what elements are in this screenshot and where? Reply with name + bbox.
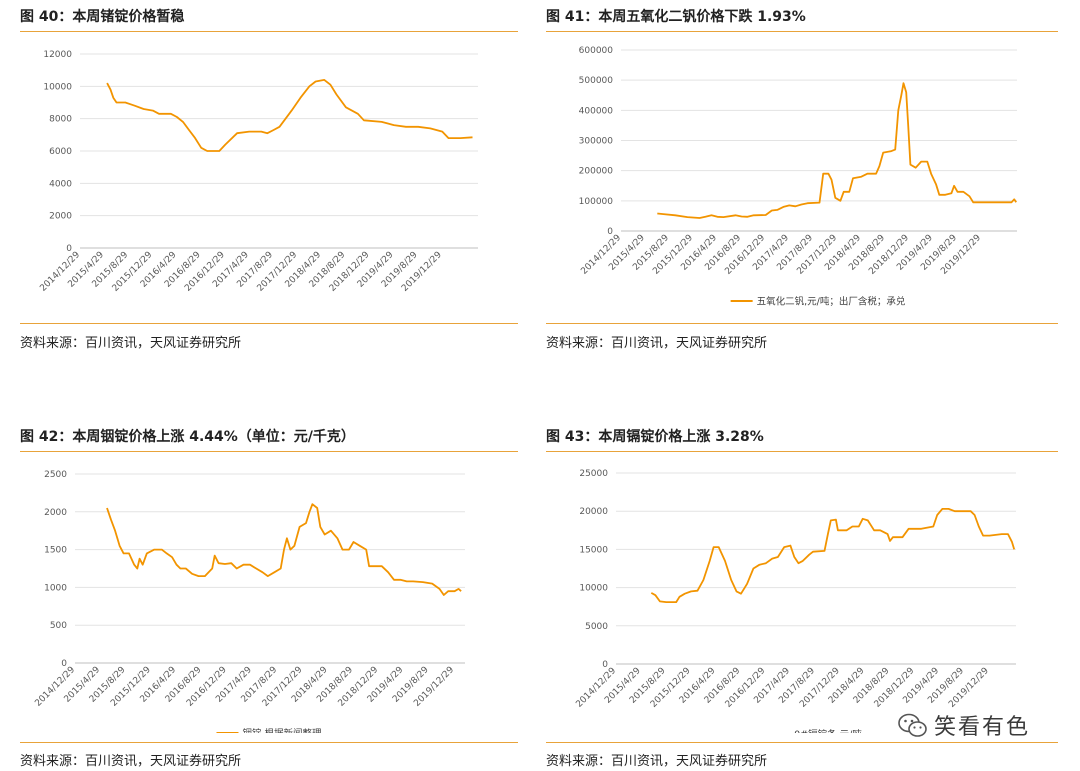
figure-43-panel: 图 43：本周镉锭价格上涨 3.28% 0 5000 10000 15000 20000… (546, 420, 1058, 771)
watermark-text: 笑看有色 (934, 715, 1031, 740)
vanadium-pentoxide-price-chart: 0100000200000300000400000500000600000201… (579, 46, 1017, 307)
figure-title: 图 40：本周锗锭价格暂稳 (20, 9, 185, 25)
y-tick-label: 25000 (579, 469, 608, 479)
source-note: 资料来源：百川资讯，天风证券研究所 (20, 754, 242, 769)
series-line (657, 82, 1017, 219)
legend-label: 五氧化二钒,元/吨；出厂含税；承兑 (757, 296, 906, 307)
y-tick-label: 12000 (43, 50, 72, 60)
y-tick-label: 15000 (579, 545, 608, 555)
title-rule (20, 31, 518, 32)
y-tick-label: 0 (66, 244, 72, 254)
y-tick-label: 2500 (44, 470, 67, 480)
y-tick-label: 20000 (579, 507, 608, 517)
y-tick-label: 6000 (49, 147, 72, 157)
y-tick-label: 200000 (579, 167, 614, 177)
legend-label: 铟锭,根据新闻整理 (242, 728, 322, 734)
figure-title: 图 41：本周五氧化二钒价格下跌 1.93% (546, 9, 806, 25)
source-rule (546, 323, 1058, 324)
figure-41-panel: 图 41：本周五氧化二钒价格下跌 1.93% 0 100000 200000 3000… (546, 0, 1058, 360)
source-rule (546, 742, 1058, 743)
series-line (650, 508, 1016, 604)
y-tick-label: 4000 (49, 179, 72, 189)
y-tick-label: 400000 (579, 106, 614, 116)
y-tick-label: 1000 (44, 583, 67, 593)
y-tick-label: 0 (607, 227, 613, 237)
source-rule (20, 742, 518, 743)
y-tick-label: 8000 (49, 115, 72, 125)
y-tick-label: 500 (50, 621, 67, 631)
y-tick-label: 600000 (579, 46, 614, 56)
y-tick-label: 0 (61, 659, 67, 669)
y-tick-label: 1500 (44, 546, 67, 556)
cadmium-ingot-price-chart: 05000100001500020000250002014/12/292015/… (574, 469, 1016, 734)
source-note: 资料来源：百川资讯，天风证券研究所 (546, 754, 768, 769)
figure-40-panel: 图 40：本周锗锭价格暂稳 0 2000 4000 6000 8000 10000 1200… (20, 0, 520, 360)
y-tick-label: 10000 (43, 82, 72, 92)
title-rule (546, 451, 1058, 452)
figure-title: 图 43：本周镉锭价格上涨 3.28% (546, 429, 764, 445)
source-rule (20, 323, 518, 324)
title-rule (546, 31, 1058, 32)
title-rule (20, 451, 518, 452)
germanium-ingot-price-chart: 0200040006000800010000120002014/12/29201… (38, 50, 478, 294)
series-line (106, 79, 473, 152)
source-note: 资料来源：百川资讯，天风证券研究所 (20, 336, 242, 351)
figure-42-panel: 图 42：本周铟锭价格上涨 4.44%（单位：元/千克） 0 500 1000 150… (20, 420, 520, 771)
wechat-icon (898, 713, 927, 737)
y-tick-label: 2000 (44, 508, 67, 518)
y-tick-label: 10000 (579, 584, 608, 594)
y-tick-label: 100000 (579, 197, 614, 207)
indium-ingot-price-chart: 050010001500200025002014/12/292015/4/292… (33, 470, 465, 734)
y-tick-label: 5000 (585, 622, 608, 632)
y-tick-label: 300000 (579, 137, 614, 147)
y-tick-label: 500000 (579, 76, 614, 86)
figure-title: 图 42：本周铟锭价格上涨 4.44%（单位：元/千克） (20, 429, 355, 445)
y-tick-label: 0 (602, 660, 608, 670)
y-tick-label: 2000 (49, 212, 72, 222)
series-line (106, 503, 462, 596)
legend-label: 0#镉锭条,元/吨 (794, 729, 862, 734)
source-note: 资料来源：百川资讯，天风证券研究所 (546, 336, 768, 351)
